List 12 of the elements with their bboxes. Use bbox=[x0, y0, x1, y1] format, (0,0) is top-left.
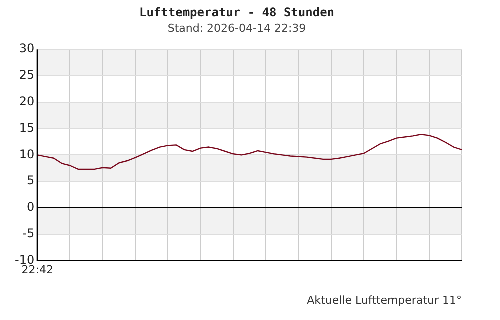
x-tick-label: 22:42 bbox=[22, 263, 54, 276]
y-tick-label: 30 bbox=[19, 42, 35, 56]
y-tick-label: 20 bbox=[19, 94, 35, 109]
y-tick-label: 25 bbox=[19, 68, 35, 82]
y-tick-label: -5 bbox=[22, 226, 35, 241]
y-tick-label: 10 bbox=[19, 147, 35, 162]
chart-subtitle: Stand: 2026-04-14 22:39 bbox=[168, 22, 306, 35]
y-tick-label: 5 bbox=[26, 174, 35, 188]
y-tick-label: 0 bbox=[26, 200, 35, 214]
chart-title: Lufttemperatur - 48 Stunden bbox=[139, 5, 335, 20]
y-tick-label: 15 bbox=[19, 120, 35, 135]
text: Aktuelle Lufttemperatur 11° bbox=[307, 294, 462, 307]
